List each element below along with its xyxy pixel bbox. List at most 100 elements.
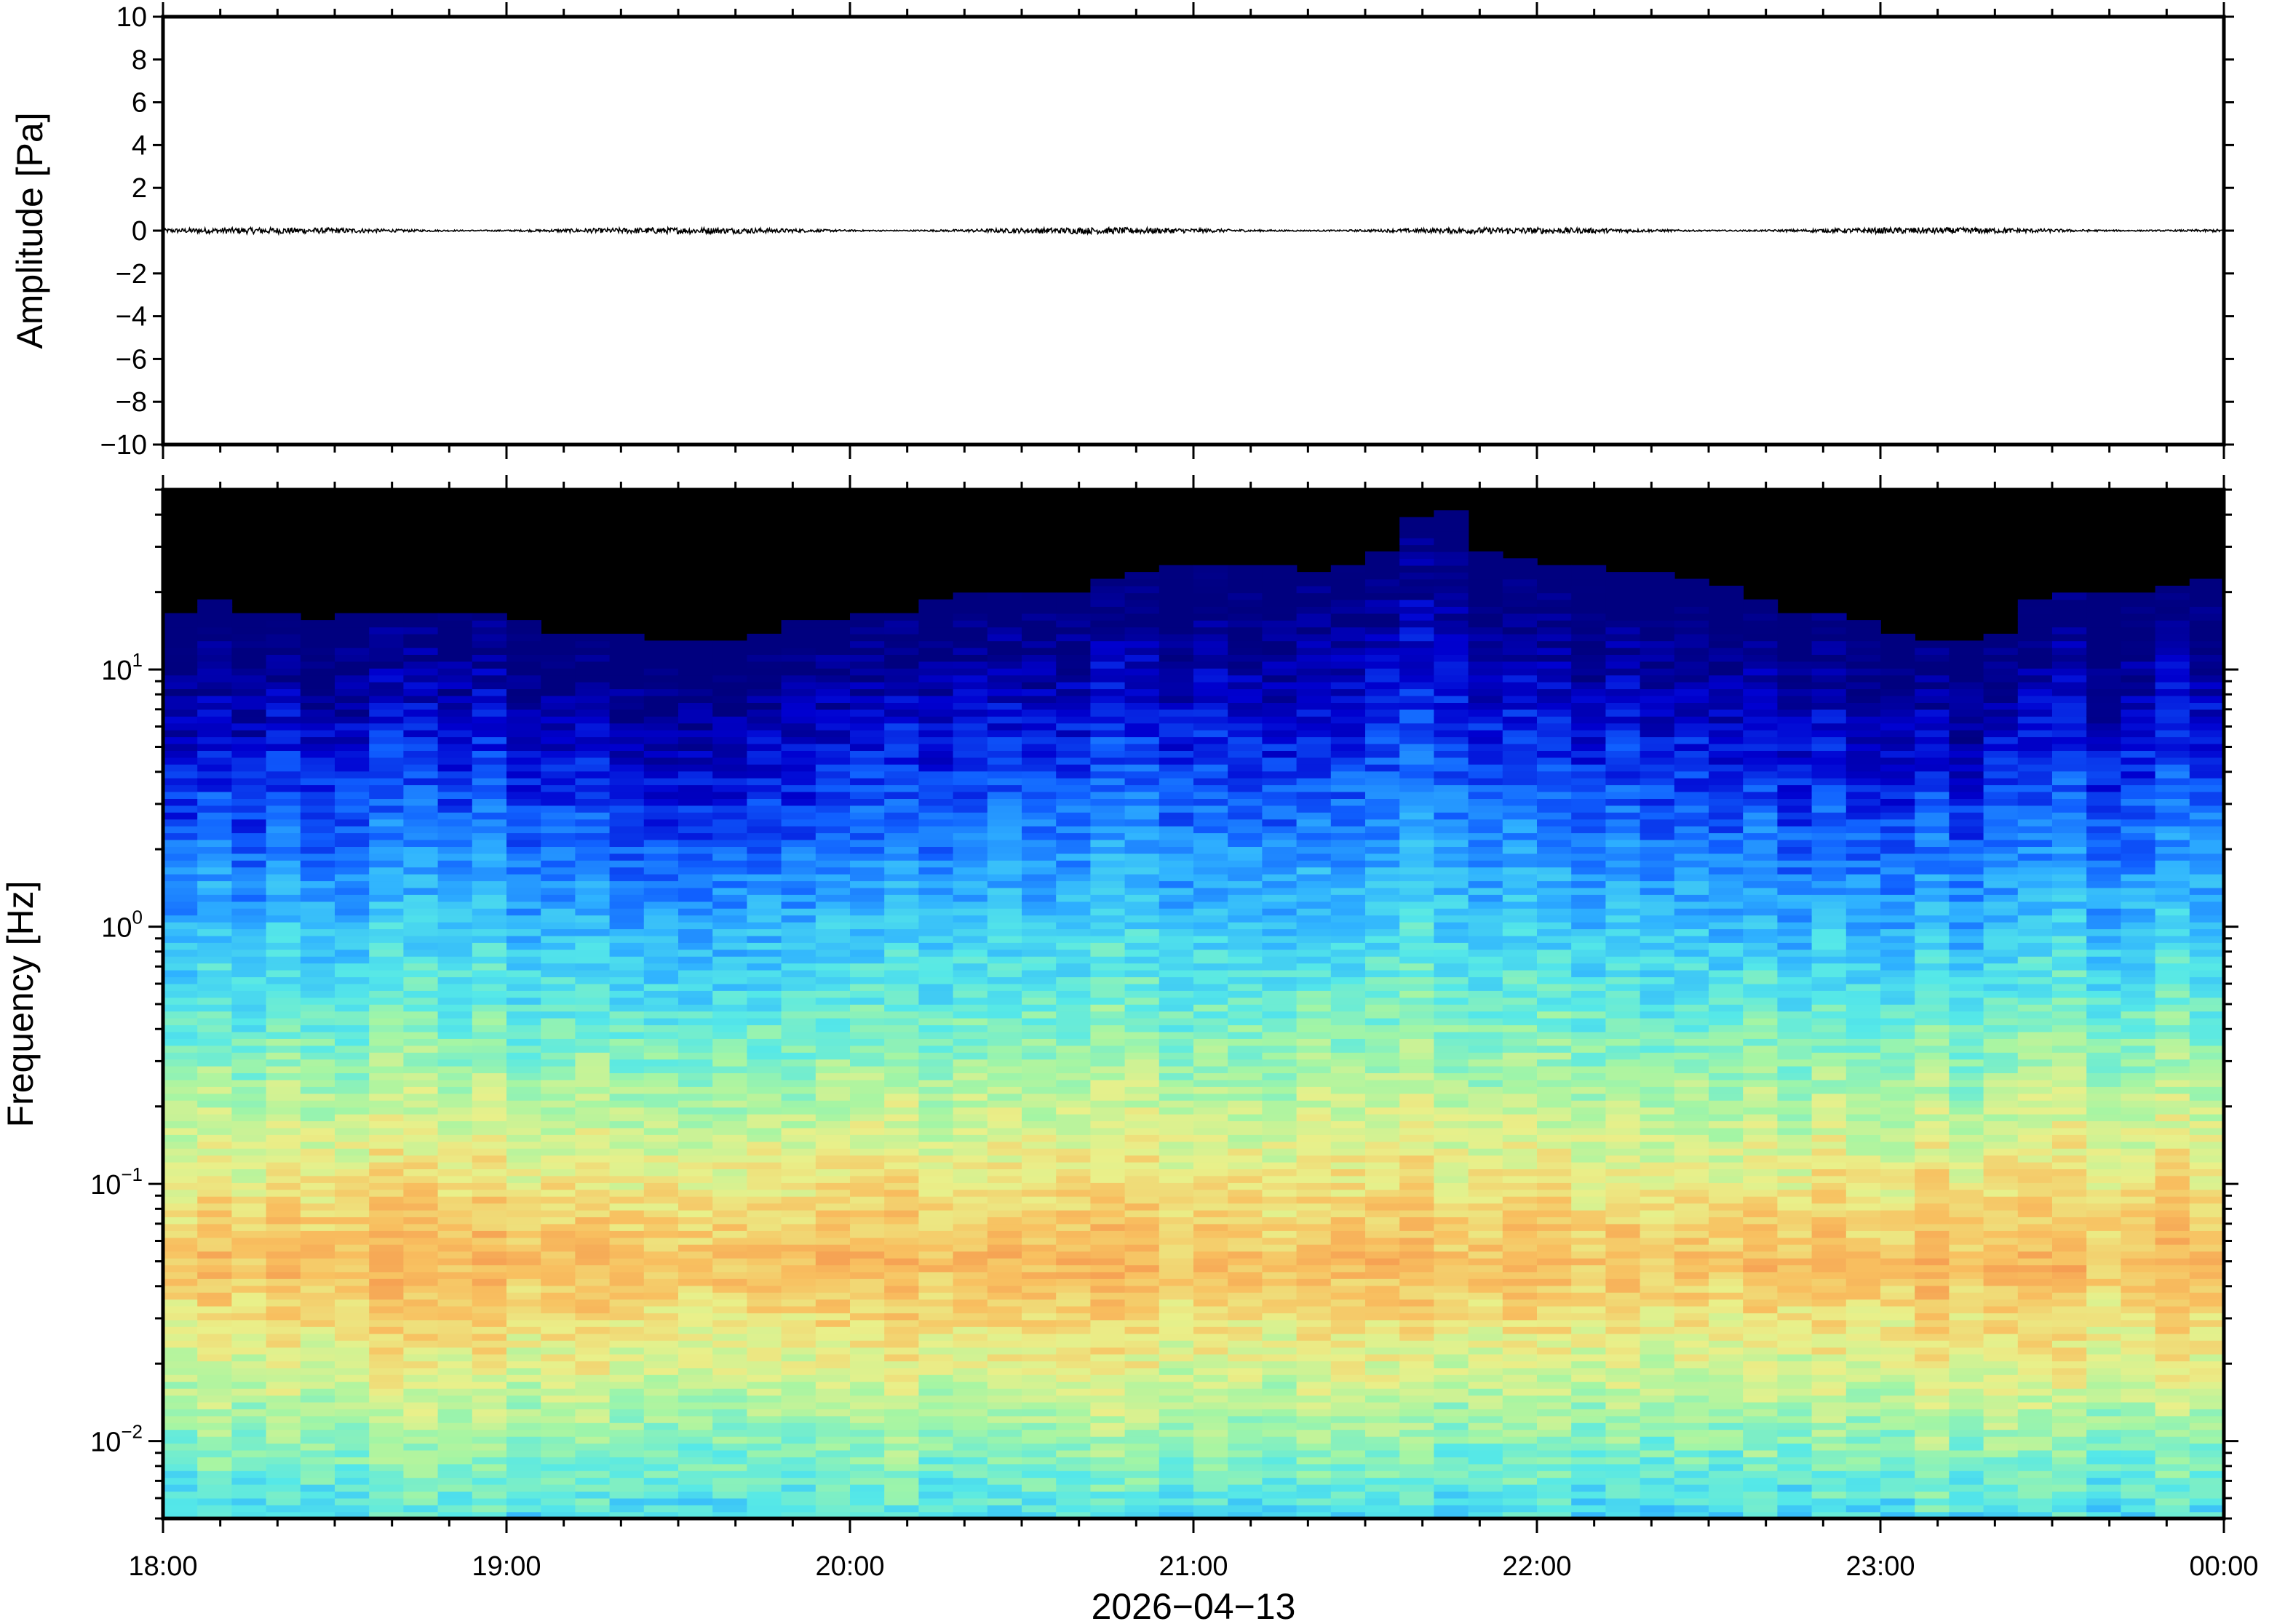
spectrogram-cell xyxy=(1399,1107,1435,1115)
spectrogram-cell xyxy=(850,887,885,895)
spectrogram-cell xyxy=(643,1299,679,1307)
spectrogram-cell xyxy=(1228,1326,1263,1334)
spectrogram-cell xyxy=(231,1299,267,1307)
spectrogram-cell xyxy=(678,654,713,662)
amplitude-tick-label: −2 xyxy=(116,259,147,290)
spectrogram-cell xyxy=(403,1470,439,1478)
spectrogram-cell xyxy=(231,880,267,888)
spectrogram-cell xyxy=(1262,1319,1298,1327)
spectrogram-cell xyxy=(1124,1182,1160,1190)
spectrogram-cell xyxy=(953,1409,988,1417)
spectrogram-cell xyxy=(1193,784,1228,792)
spectrogram-cell xyxy=(712,928,748,936)
spectrogram-cell xyxy=(678,832,713,840)
spectrogram-cell xyxy=(1262,942,1298,950)
spectrogram-cell xyxy=(1296,784,1332,792)
spectrogram-cell xyxy=(506,1189,541,1197)
spectrogram-cell xyxy=(1090,1395,1126,1403)
spectrogram-cell xyxy=(747,928,782,936)
spectrogram-cell xyxy=(266,921,301,930)
spectrogram-cell xyxy=(747,867,782,875)
spectrogram-cell xyxy=(437,736,473,744)
spectrogram-cell xyxy=(884,681,920,690)
spectrogram-cell xyxy=(1090,853,1126,861)
spectrogram-cell xyxy=(266,969,301,978)
spectrogram-cell xyxy=(1159,764,1194,772)
spectrogram-cell xyxy=(163,1045,198,1053)
spectrogram-cell xyxy=(1296,723,1332,731)
spectrogram-cell xyxy=(369,777,405,786)
spectrogram-cell xyxy=(1330,777,1366,786)
spectrogram-cell xyxy=(1056,626,1092,634)
spectrogram-cell xyxy=(884,702,920,710)
spectrogram-cell xyxy=(678,1415,713,1423)
spectrogram-cell xyxy=(1090,1230,1126,1238)
spectrogram-cell xyxy=(678,1141,713,1149)
spectrogram-cell xyxy=(472,736,507,744)
spectrogram-cell xyxy=(266,839,301,847)
spectrogram-cell xyxy=(1399,1340,1435,1348)
spectrogram-cell xyxy=(472,1079,507,1087)
spectrogram-cell xyxy=(1193,674,1228,682)
spectrogram-cell xyxy=(918,1182,954,1190)
spectrogram-cell xyxy=(437,1045,473,1053)
spectrogram-cell xyxy=(1022,1065,1057,1073)
spectrogram-cell xyxy=(1228,1059,1263,1067)
spectrogram-cell xyxy=(266,1257,301,1265)
spectrogram-cell xyxy=(1193,634,1228,642)
spectrogram-cell xyxy=(1056,819,1092,827)
spectrogram-cell xyxy=(1124,599,1160,607)
spectrogram-cell xyxy=(1262,963,1298,971)
spectrogram-cell xyxy=(369,1477,405,1485)
spectrogram-cell xyxy=(197,928,233,936)
spectrogram-cell xyxy=(1399,1017,1435,1026)
spectrogram-cell xyxy=(472,634,507,642)
spectrogram-cell xyxy=(197,1079,233,1087)
spectrogram-cell xyxy=(815,777,851,786)
spectrogram-cell xyxy=(781,1313,816,1321)
spectrogram-cell xyxy=(197,613,233,621)
spectrogram-cell xyxy=(472,1113,507,1121)
spectrogram-cell xyxy=(1124,784,1160,792)
spectrogram-cell xyxy=(1159,997,1194,1005)
spectrogram-cell xyxy=(918,647,954,655)
spectrogram-cell xyxy=(266,1045,301,1053)
spectrogram-cell xyxy=(506,983,541,991)
spectrogram-cell xyxy=(1228,1100,1263,1108)
spectrogram-cell xyxy=(1330,1422,1366,1430)
spectrogram-cell xyxy=(1296,1079,1332,1087)
spectrogram-cell xyxy=(369,1011,405,1019)
spectrogram-cell xyxy=(678,1497,713,1505)
spectrogram-cell xyxy=(850,1278,885,1286)
spectrogram-cell xyxy=(163,1463,198,1471)
spectrogram-cell xyxy=(403,1121,439,1129)
spectrogram-cell xyxy=(1365,1285,1400,1293)
spectrogram-cell xyxy=(1228,661,1263,669)
spectrogram-cell xyxy=(1330,819,1366,827)
spectrogram-cell xyxy=(1124,750,1160,758)
spectrogram-cell xyxy=(747,647,782,655)
spectrogram-cell xyxy=(541,1497,576,1505)
spectrogram-cell xyxy=(850,1347,885,1355)
spectrogram-cell xyxy=(1399,1347,1435,1355)
spectrogram-cell xyxy=(1262,825,1298,834)
spectrogram-cell xyxy=(575,1271,611,1279)
spectrogram-cell xyxy=(197,620,233,628)
spectrogram-cell xyxy=(609,1038,645,1046)
spectrogram-cell xyxy=(747,1449,782,1457)
spectrogram-cell xyxy=(437,1313,473,1321)
spectrogram-cell xyxy=(197,1127,233,1135)
spectrogram-cell xyxy=(266,1175,301,1183)
spectrogram-cell xyxy=(231,1265,267,1273)
spectrogram-cell xyxy=(953,1257,988,1265)
spectrogram-cell xyxy=(300,1141,335,1149)
spectrogram-cell xyxy=(472,757,507,765)
spectrogram-cell xyxy=(918,1251,954,1259)
spectrogram-cell xyxy=(1090,963,1126,971)
spectrogram-cell xyxy=(884,723,920,731)
spectrogram-cell xyxy=(506,1422,541,1430)
spectrogram-cell xyxy=(953,1093,988,1101)
spectrogram-cell xyxy=(643,819,679,827)
spectrogram-cell xyxy=(506,729,541,738)
spectrogram-cell xyxy=(335,716,370,724)
